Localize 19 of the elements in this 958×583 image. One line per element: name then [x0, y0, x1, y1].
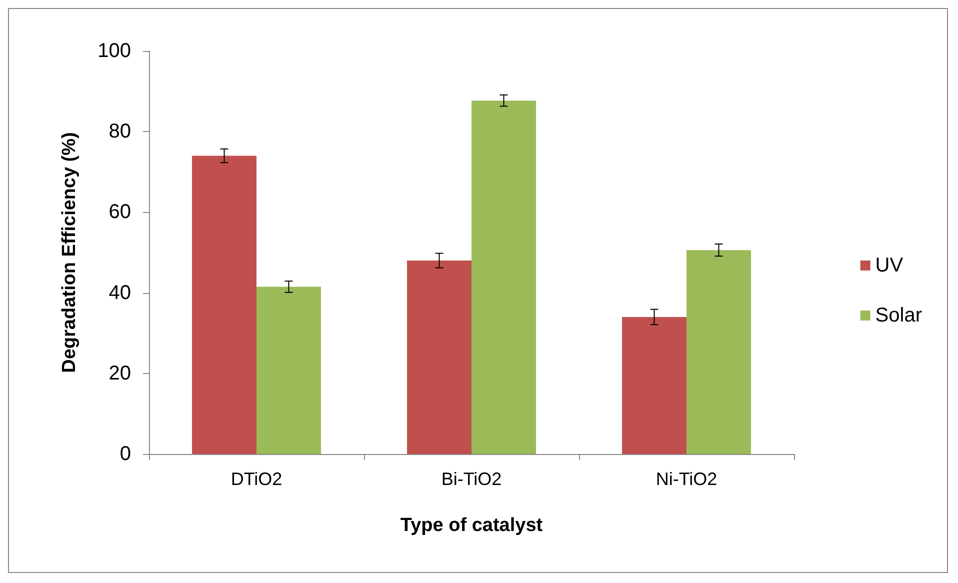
- y-tick-label: 60: [108, 201, 131, 224]
- y-tick-label: 20: [108, 362, 131, 384]
- y-tick-label: 80: [108, 120, 131, 143]
- bar: [256, 286, 321, 454]
- y-tick-label: 40: [108, 282, 131, 304]
- bar: [472, 100, 536, 454]
- bar: [622, 316, 686, 454]
- bar: [192, 156, 256, 454]
- x-tick-label: Bi-TiO2: [441, 469, 502, 489]
- y-axis-title: Degradation Efficiency (%): [59, 132, 80, 373]
- legend-label: UV: [875, 254, 904, 276]
- x-axis-title: Type of catalyst: [400, 515, 544, 536]
- x-tick-label: DTiO2: [230, 469, 282, 489]
- legend-label: Solar: [875, 304, 922, 326]
- bar: [407, 260, 472, 454]
- y-tick-label: 0: [120, 443, 131, 465]
- bar: [686, 250, 751, 454]
- x-tick-label: Ni-TiO2: [656, 469, 718, 489]
- y-tick-label: 100: [98, 40, 131, 62]
